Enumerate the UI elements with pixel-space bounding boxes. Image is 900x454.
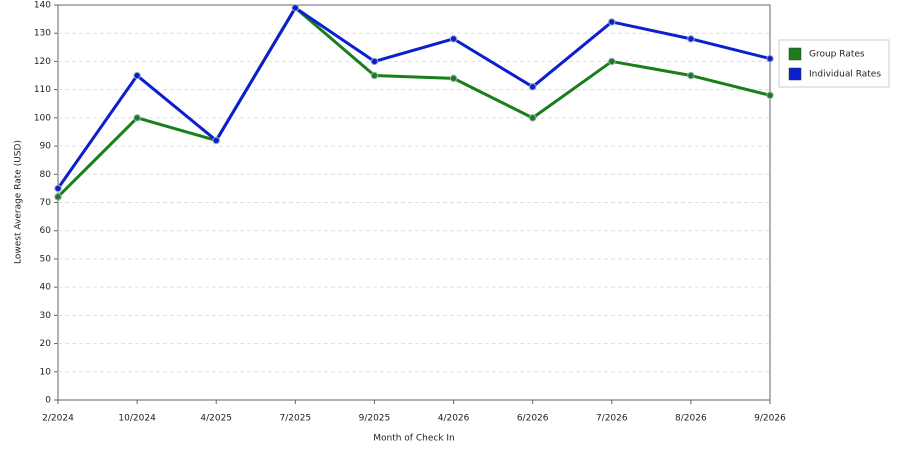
data-point [608,18,616,26]
data-point [766,91,774,99]
data-point [608,57,616,66]
x-tick-label: 8/2026 [675,414,707,424]
x-tick-label: 9/2025 [359,414,391,424]
y-tick-label: 80 [40,170,52,180]
data-point [528,114,537,122]
y-tick-label: 110 [34,85,51,95]
y-tick-label: 70 [40,198,52,208]
y-axis-title: Lowest Average Rate (USD) [14,140,24,264]
data-point [370,71,379,80]
data-point [370,57,379,66]
data-point [449,74,458,83]
x-tick-label: 7/2026 [596,414,628,424]
legend-swatch [788,67,802,81]
data-point [449,35,458,43]
x-tick-label: 2/2024 [42,414,74,424]
y-tick-label: 120 [34,57,51,67]
data-point [687,71,695,80]
data-point [291,4,300,12]
y-tick-label: 90 [40,142,52,152]
y-tick-label: 140 [34,1,51,11]
x-tick-label: 4/2025 [200,414,232,424]
data-point [133,71,141,80]
y-tick-label: 0 [45,396,51,406]
legend-label: Group Rates [809,50,865,60]
y-tick-label: 130 [34,29,51,39]
y-tick-label: 40 [40,283,52,293]
x-tick-label: 10/2024 [118,414,156,424]
x-axis-title: Month of Check In [373,434,455,444]
x-tick-label: 7/2025 [279,414,311,424]
y-tick-label: 20 [40,339,52,349]
y-tick-label: 10 [40,367,52,377]
data-point [528,83,537,91]
data-point [766,54,774,63]
y-tick-label: 60 [40,226,52,236]
x-tick-label: 4/2026 [438,414,470,424]
legend-label: Individual Rates [809,70,881,80]
legend-swatch [788,47,802,61]
x-tick-label: 9/2026 [754,414,786,424]
data-point [133,114,141,122]
y-tick-label: 50 [40,254,52,264]
x-tick-label: 6/2026 [517,414,549,424]
data-point [212,136,220,145]
y-tick-label: 30 [40,311,52,321]
data-point [687,35,695,43]
series-line [56,6,771,190]
data-point [54,193,62,201]
y-tick-label: 100 [34,113,51,123]
series-line [56,6,771,198]
data-point [54,184,62,193]
